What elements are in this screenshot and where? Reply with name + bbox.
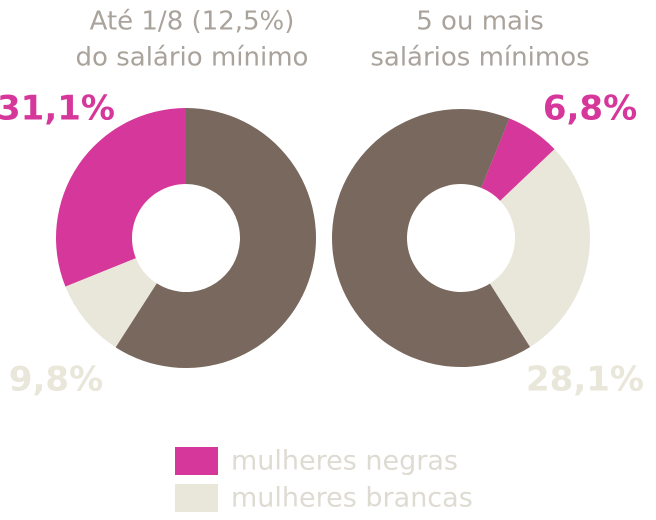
value-label: 9,8% bbox=[9, 360, 103, 400]
donut-slice bbox=[56, 108, 187, 287]
value-label: 6,8% bbox=[543, 89, 637, 129]
legend-swatch bbox=[175, 484, 218, 512]
chart-title: do salário mínimo bbox=[76, 43, 309, 73]
donut-slice bbox=[65, 258, 157, 348]
donut-slice bbox=[332, 108, 531, 368]
donut-slice bbox=[115, 108, 317, 368]
legend-label: mulheres negras bbox=[231, 446, 458, 477]
chart-title: Até 1/8 (12,5%) bbox=[90, 7, 295, 37]
value-label: 31,1% bbox=[0, 89, 115, 129]
donut-slice bbox=[489, 149, 590, 347]
legend-label: mulheres brancas bbox=[231, 483, 473, 514]
chart-title: salários mínimos bbox=[370, 43, 589, 73]
value-label: 28,1% bbox=[526, 360, 644, 400]
donut-slice bbox=[481, 118, 555, 201]
legend-swatch bbox=[175, 447, 218, 475]
chart-title: 5 ou mais bbox=[416, 7, 544, 37]
